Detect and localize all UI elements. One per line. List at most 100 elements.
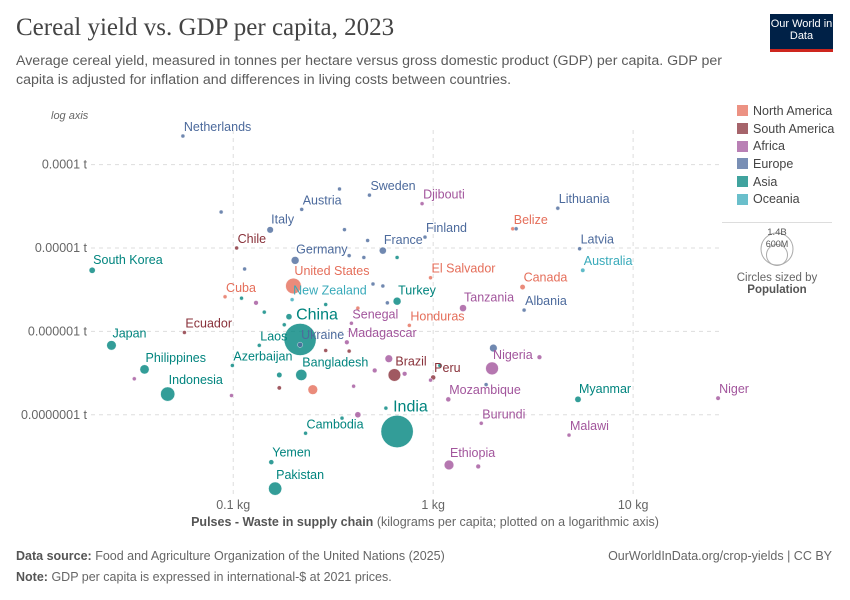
data-point[interactable]	[402, 371, 408, 377]
data-point[interactable]	[566, 432, 572, 438]
data-point[interactable]	[230, 363, 235, 368]
data-point[interactable]	[346, 348, 352, 354]
data-point[interactable]	[257, 343, 262, 348]
data-point[interactable]	[262, 309, 267, 315]
data-point[interactable]	[276, 372, 283, 378]
data-point[interactable]	[180, 133, 186, 139]
data-point[interactable]	[380, 283, 386, 289]
data-point[interactable]	[428, 377, 433, 383]
data-point[interactable]	[370, 281, 376, 287]
data-point[interactable]	[160, 386, 175, 402]
data-point[interactable]	[372, 367, 378, 373]
legend-item-south-america[interactable]: South America	[737, 120, 834, 138]
data-point[interactable]	[383, 405, 389, 411]
data-point[interactable]	[282, 322, 287, 327]
data-point[interactable]	[475, 463, 481, 469]
source-text[interactable]: Food and Agriculture Organization of the…	[95, 549, 445, 563]
data-point[interactable]	[239, 295, 244, 301]
data-point[interactable]	[222, 294, 228, 299]
data-point[interactable]	[444, 459, 455, 470]
data-point[interactable]	[422, 234, 428, 240]
data-point[interactable]	[392, 297, 402, 306]
data-point[interactable]	[276, 385, 282, 391]
x-axis-label: Pulses - Waste in supply chain (kilogram…	[0, 515, 850, 529]
data-point[interactable]	[407, 323, 412, 328]
data-point[interactable]	[295, 369, 308, 381]
size-legend: 1.4B 600M Circles sized by Population	[722, 222, 832, 296]
data-point[interactable]	[387, 368, 401, 382]
data-point[interactable]	[428, 275, 433, 280]
data-point[interactable]	[354, 411, 362, 418]
legend-item-north-america[interactable]: North America	[737, 102, 834, 120]
data-point[interactable]	[337, 186, 342, 192]
point-label: Netherlands	[184, 120, 251, 134]
legend-item-oceania[interactable]: Oceania	[737, 190, 834, 208]
data-point[interactable]	[268, 481, 282, 496]
data-point[interactable]	[218, 209, 224, 215]
legend-item-africa[interactable]: Africa	[737, 137, 834, 155]
point-label: South Korea	[93, 253, 163, 267]
legend-item-asia[interactable]: Asia	[737, 173, 834, 191]
data-point[interactable]	[132, 376, 137, 381]
data-point[interactable]	[459, 304, 467, 312]
x-tick-label: 1 kg	[421, 498, 445, 512]
data-point[interactable]	[346, 253, 352, 258]
data-point[interactable]	[285, 313, 293, 320]
data-point[interactable]	[342, 227, 347, 232]
data-point[interactable]	[253, 300, 259, 306]
data-point[interactable]	[139, 364, 150, 375]
data-point[interactable]	[513, 226, 519, 231]
data-point[interactable]	[88, 267, 96, 274]
data-point[interactable]	[521, 307, 527, 313]
data-point[interactable]	[367, 192, 372, 198]
data-point[interactable]	[394, 255, 400, 260]
credit-link[interactable]: OurWorldInData.org/crop-yields | CC BY	[608, 549, 832, 563]
legend-item-europe[interactable]: Europe	[737, 155, 834, 173]
data-point[interactable]	[344, 339, 350, 345]
data-point[interactable]	[351, 384, 356, 389]
data-point[interactable]	[106, 340, 117, 351]
data-point[interactable]	[379, 246, 387, 255]
data-point[interactable]	[299, 207, 304, 212]
data-point[interactable]	[289, 297, 295, 302]
data-point[interactable]	[384, 354, 393, 363]
data-point[interactable]	[323, 348, 328, 353]
data-point[interactable]	[489, 344, 498, 353]
data-point[interactable]	[445, 396, 451, 403]
point-label: Malawi	[570, 419, 609, 433]
data-point[interactable]	[485, 361, 499, 375]
data-point[interactable]	[339, 415, 345, 421]
data-point[interactable]	[229, 393, 234, 398]
data-point[interactable]	[365, 238, 370, 243]
data-point[interactable]	[291, 256, 300, 265]
data-point[interactable]	[715, 395, 721, 401]
data-point[interactable]	[234, 245, 239, 251]
data-point[interactable]	[385, 300, 390, 306]
data-point[interactable]	[349, 321, 354, 326]
data-point[interactable]	[419, 201, 425, 206]
data-point[interactable]	[519, 284, 526, 290]
data-point[interactable]	[536, 354, 542, 360]
data-point[interactable]	[437, 363, 443, 368]
data-point[interactable]	[355, 305, 361, 311]
data-point[interactable]	[297, 341, 303, 348]
data-point[interactable]	[283, 323, 317, 356]
data-point[interactable]	[242, 266, 247, 272]
data-point[interactable]	[361, 255, 367, 260]
point-label: Laos	[260, 329, 287, 343]
data-point[interactable]	[266, 226, 274, 234]
owid-logo[interactable]: Our World in Data	[770, 14, 833, 52]
data-point[interactable]	[574, 396, 582, 403]
data-point[interactable]	[323, 302, 328, 307]
data-point[interactable]	[555, 206, 560, 211]
data-point[interactable]	[268, 459, 274, 465]
data-point[interactable]	[285, 278, 302, 295]
data-point[interactable]	[303, 431, 308, 436]
data-point[interactable]	[307, 384, 318, 395]
data-point[interactable]	[380, 415, 414, 448]
data-point[interactable]	[479, 421, 484, 426]
data-point[interactable]	[580, 267, 586, 273]
data-point[interactable]	[182, 330, 187, 335]
data-point[interactable]	[577, 246, 582, 251]
data-point[interactable]	[483, 382, 489, 387]
